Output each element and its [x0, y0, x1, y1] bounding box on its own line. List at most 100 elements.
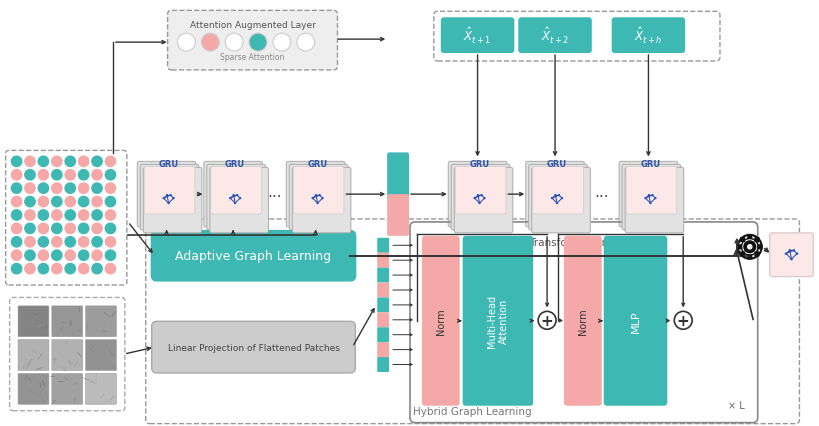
- FancyBboxPatch shape: [448, 162, 507, 227]
- Circle shape: [11, 264, 22, 274]
- Circle shape: [480, 194, 482, 197]
- Circle shape: [167, 202, 170, 205]
- Text: Sparse Attention: Sparse Attention: [220, 53, 285, 62]
- Circle shape: [79, 197, 88, 207]
- Text: GRU: GRU: [469, 160, 490, 169]
- FancyBboxPatch shape: [451, 165, 510, 230]
- FancyBboxPatch shape: [378, 313, 389, 328]
- Circle shape: [79, 210, 88, 221]
- Circle shape: [483, 197, 486, 200]
- Circle shape: [11, 224, 22, 234]
- Circle shape: [65, 170, 75, 181]
- Text: $\hat{X}_{t+1}$: $\hat{X}_{t+1}$: [464, 26, 491, 46]
- FancyBboxPatch shape: [518, 18, 592, 54]
- FancyBboxPatch shape: [463, 236, 533, 406]
- FancyBboxPatch shape: [144, 167, 195, 214]
- FancyBboxPatch shape: [387, 195, 409, 236]
- Circle shape: [477, 194, 479, 197]
- Circle shape: [25, 250, 35, 261]
- FancyBboxPatch shape: [378, 238, 389, 253]
- Circle shape: [166, 194, 168, 197]
- Text: $\hat{X}_{t+h}$: $\hat{X}_{t+h}$: [634, 26, 663, 46]
- Circle shape: [79, 250, 88, 261]
- Circle shape: [65, 224, 75, 234]
- FancyBboxPatch shape: [455, 168, 513, 233]
- FancyBboxPatch shape: [378, 298, 389, 313]
- Text: $\hat{X}_{t+2}$: $\hat{X}_{t+2}$: [541, 26, 569, 46]
- Circle shape: [785, 253, 787, 255]
- Circle shape: [249, 34, 267, 52]
- Circle shape: [319, 194, 321, 197]
- FancyBboxPatch shape: [626, 167, 676, 214]
- Circle shape: [654, 197, 657, 200]
- Circle shape: [106, 210, 115, 221]
- FancyBboxPatch shape: [151, 230, 356, 282]
- FancyBboxPatch shape: [293, 167, 344, 214]
- FancyBboxPatch shape: [526, 162, 584, 227]
- Circle shape: [106, 224, 115, 234]
- Circle shape: [52, 170, 62, 181]
- Circle shape: [649, 202, 652, 205]
- Circle shape: [106, 157, 115, 167]
- FancyBboxPatch shape: [378, 268, 389, 283]
- Circle shape: [233, 194, 235, 197]
- Circle shape: [92, 224, 102, 234]
- Circle shape: [792, 250, 795, 252]
- Circle shape: [473, 197, 476, 200]
- Circle shape: [65, 184, 75, 194]
- FancyBboxPatch shape: [18, 306, 49, 337]
- FancyBboxPatch shape: [287, 162, 345, 227]
- Circle shape: [52, 157, 62, 167]
- Circle shape: [789, 250, 791, 252]
- Circle shape: [79, 224, 88, 234]
- Circle shape: [558, 194, 560, 197]
- Circle shape: [38, 250, 48, 261]
- FancyBboxPatch shape: [622, 165, 681, 230]
- Circle shape: [52, 184, 62, 194]
- Circle shape: [25, 197, 35, 207]
- Circle shape: [38, 184, 48, 194]
- Circle shape: [106, 170, 115, 181]
- Circle shape: [79, 170, 88, 181]
- Circle shape: [674, 312, 692, 329]
- Text: Transformer Encoder: Transformer Encoder: [529, 237, 638, 247]
- Circle shape: [11, 197, 22, 207]
- FancyBboxPatch shape: [455, 167, 506, 214]
- Circle shape: [65, 264, 75, 274]
- Text: Norm: Norm: [436, 308, 446, 334]
- Circle shape: [651, 194, 654, 197]
- Circle shape: [92, 210, 102, 221]
- FancyBboxPatch shape: [210, 167, 261, 214]
- FancyBboxPatch shape: [532, 168, 590, 233]
- FancyBboxPatch shape: [747, 255, 753, 260]
- FancyBboxPatch shape: [612, 18, 686, 54]
- Text: ···: ···: [595, 189, 609, 204]
- Circle shape: [52, 224, 62, 234]
- Circle shape: [106, 264, 115, 274]
- FancyBboxPatch shape: [207, 165, 265, 230]
- Circle shape: [795, 253, 799, 255]
- FancyBboxPatch shape: [422, 236, 459, 406]
- Circle shape: [38, 157, 48, 167]
- Text: Attention Augmented Layer: Attention Augmented Layer: [189, 21, 315, 30]
- FancyBboxPatch shape: [52, 374, 83, 404]
- Circle shape: [25, 157, 35, 167]
- Circle shape: [65, 237, 75, 248]
- FancyBboxPatch shape: [387, 153, 409, 199]
- Circle shape: [229, 197, 231, 200]
- FancyBboxPatch shape: [86, 374, 116, 404]
- Circle shape: [92, 250, 102, 261]
- FancyBboxPatch shape: [378, 283, 389, 298]
- Text: GRU: GRU: [640, 160, 660, 169]
- Circle shape: [11, 170, 22, 181]
- Circle shape: [79, 184, 88, 194]
- Circle shape: [92, 184, 102, 194]
- FancyBboxPatch shape: [740, 252, 745, 257]
- Circle shape: [38, 224, 48, 234]
- Text: +: +: [541, 313, 554, 328]
- Text: GRU: GRU: [225, 160, 245, 169]
- Circle shape: [106, 184, 115, 194]
- Text: Linear Projection of Flattened Patches: Linear Projection of Flattened Patches: [168, 343, 339, 352]
- Circle shape: [52, 197, 62, 207]
- Circle shape: [92, 197, 102, 207]
